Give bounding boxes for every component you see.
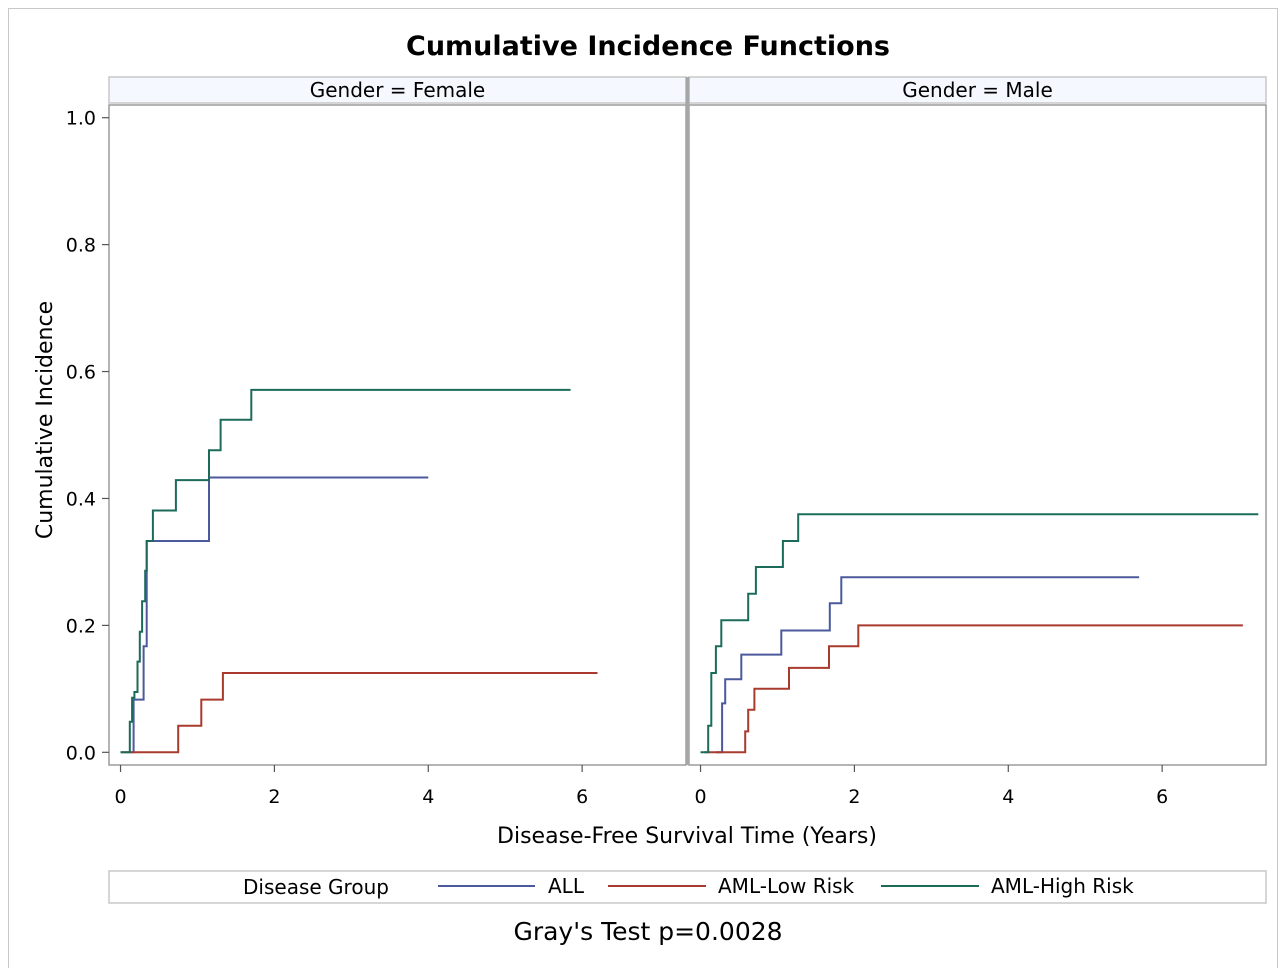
- legend-label-all: ALL: [548, 874, 585, 898]
- x-tick-label: 2: [848, 786, 860, 808]
- graph-frame: [8, 8, 1278, 968]
- series-line-aml-low-risk: [120, 672, 598, 754]
- series-line-all: [130, 476, 429, 754]
- panel-strip: [688, 76, 1267, 104]
- series-line-aml-low-risk: [704, 624, 1243, 754]
- panel-strip-label: Gender = Male: [902, 78, 1053, 102]
- footnote: Gray's Test p=0.0028: [513, 917, 782, 946]
- legend: Disease Group ALL AML-Low Risk AML-High Ri…: [108, 870, 1267, 904]
- y-tick-label: 0.6: [66, 362, 96, 384]
- y-tick-label: 0.2: [66, 615, 96, 637]
- series-line-aml-high-risk: [700, 513, 1259, 754]
- x-tick-label: 6: [1156, 786, 1168, 808]
- y-tick-label: 0.8: [66, 235, 96, 257]
- x-axis-label: Disease-Free Survival Time (Years): [497, 824, 877, 849]
- x-tick-label: 6: [576, 786, 588, 808]
- panel-female: Gender = Female 0 2 4 6 0.0 0.2 0.4 0.6 0.8 1.0: [66, 76, 687, 808]
- legend-title: Disease Group: [243, 875, 389, 899]
- chart-title: Cumulative Incidence Functions: [406, 31, 890, 62]
- x-tick-label: 2: [268, 786, 280, 808]
- y-tick-label: 0.4: [66, 488, 96, 510]
- legend-label-aml-high-risk: AML-High Risk: [991, 874, 1134, 898]
- panel-male: Gender = Male 0 2 4 6: [688, 76, 1267, 808]
- panel-strip-label: Gender = Female: [310, 78, 486, 102]
- plot-area: [108, 104, 687, 766]
- plot-area: [688, 104, 1267, 766]
- y-tick-label: 1.0: [66, 108, 96, 130]
- x-tick-label: 0: [114, 786, 126, 808]
- x-tick-label: 4: [1002, 786, 1014, 808]
- x-tick-label: 0: [694, 786, 706, 808]
- y-tick-label: 0.0: [66, 742, 96, 764]
- y-axis-label: Cumulative Incidence: [33, 301, 58, 539]
- series-line-all: [715, 576, 1140, 754]
- x-tick-label: 4: [422, 786, 434, 808]
- series-line-aml-high-risk: [120, 388, 571, 754]
- legend-label-aml-low-risk: AML-Low Risk: [718, 874, 855, 898]
